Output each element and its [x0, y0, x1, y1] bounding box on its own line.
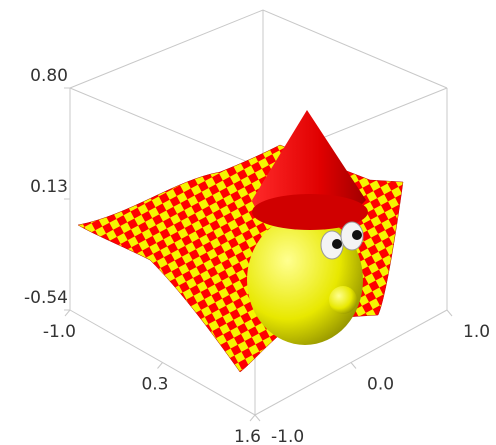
tick-mark [254, 414, 261, 422]
tick-mark [249, 414, 256, 422]
y-tick-label: 0.0 [367, 375, 394, 395]
y-tick-label: 1.0 [463, 322, 490, 342]
tick-mark [64, 309, 71, 317]
x-tick-label: 0.3 [141, 375, 168, 395]
tick-mark [446, 309, 453, 317]
z-tick-label: 0.80 [30, 66, 68, 86]
tick-mark [157, 362, 163, 369]
x-tick-label: -1.0 [43, 322, 76, 342]
x-tick-label: 1.6 [234, 427, 261, 445]
z-tick-label: 0.13 [30, 177, 68, 197]
y-tick-label: -1.0 [271, 427, 304, 445]
figure [247, 110, 368, 345]
z-tick-label: -0.54 [24, 288, 68, 308]
tick-mark [350, 362, 357, 369]
